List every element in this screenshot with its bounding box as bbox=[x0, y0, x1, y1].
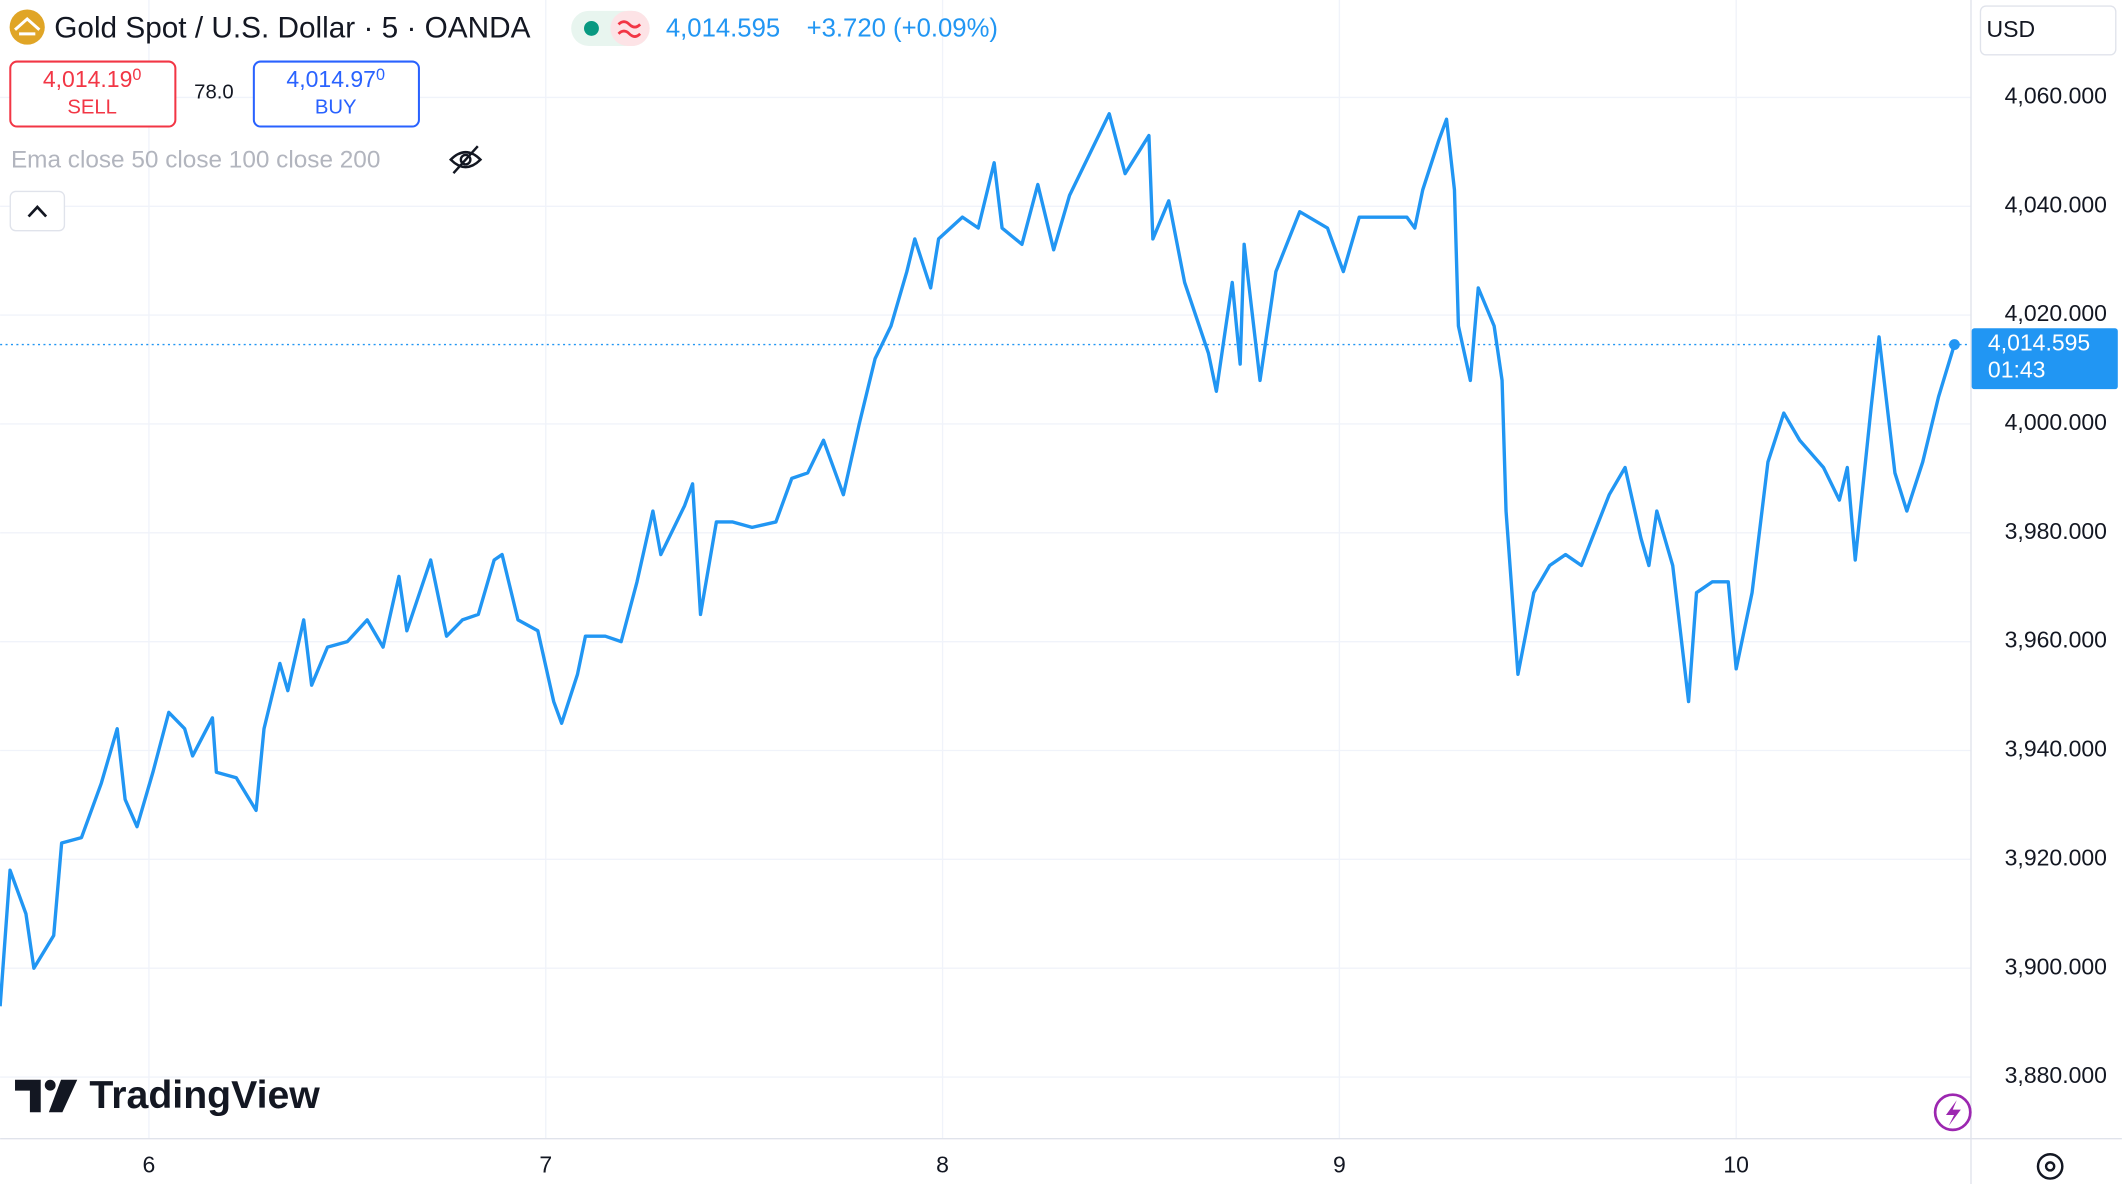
y-tick-label: 3,980.000 bbox=[2005, 518, 2107, 544]
brand-name: TradingView bbox=[89, 1073, 320, 1117]
eye-pupil bbox=[459, 153, 472, 166]
last-price: 4,014.595 bbox=[666, 15, 780, 43]
sell-price-main: 4,014.19 bbox=[43, 66, 133, 92]
sell-label: SELL bbox=[67, 97, 117, 119]
currency-label: USD bbox=[1987, 16, 2036, 42]
settings-button[interactable] bbox=[2036, 1153, 2064, 1180]
sell-price: 4,014.190 bbox=[43, 66, 142, 92]
brand-logo-seven bbox=[15, 1079, 41, 1113]
price-change: +3.720 (+0.09%) bbox=[807, 15, 998, 43]
y-tick-label: 3,880.000 bbox=[2005, 1062, 2107, 1088]
lightning-icon bbox=[1945, 1100, 1961, 1126]
x-tick-label: 9 bbox=[1333, 1151, 1346, 1177]
y-tick-label: 3,940.000 bbox=[2005, 736, 2107, 762]
symbol-logo-mark bbox=[14, 16, 41, 36]
buy-label: BUY bbox=[315, 97, 357, 119]
market-open-dot bbox=[584, 20, 599, 36]
current-price-tag bbox=[1971, 328, 2118, 390]
brand-logo bbox=[15, 1079, 78, 1113]
spread: 78.0 bbox=[194, 82, 233, 104]
symbol-title: Gold Spot / U.S. Dollar · 5 · OANDA bbox=[54, 12, 530, 45]
brand-logo-dot bbox=[44, 1079, 56, 1091]
sell-button[interactable] bbox=[9, 60, 177, 128]
eye-slash bbox=[452, 145, 479, 175]
plot bbox=[0, 112, 1960, 1007]
current-price-tag-label: 4,014.595 bbox=[1988, 330, 2090, 356]
collapse-button[interactable] bbox=[9, 190, 66, 232]
x-tick-label: 7 bbox=[539, 1151, 552, 1177]
axes: 3,880.000 3,900.000 3,920.000 3,940.000 3,96… bbox=[143, 82, 2118, 1177]
buy-price-main: 4,014.97 bbox=[286, 66, 376, 92]
y-tick-label: 4,000.000 bbox=[2005, 409, 2107, 435]
buy-price: 4,014.970 bbox=[286, 66, 385, 92]
indicator-legend: Ema close 50 close 100 close 200 bbox=[11, 146, 380, 173]
sell-price-sup: 0 bbox=[132, 66, 141, 84]
last-point bbox=[1949, 339, 1960, 350]
y-tick-label: 4,060.000 bbox=[2005, 82, 2107, 108]
settings-center bbox=[2044, 1161, 2056, 1172]
grid bbox=[0, 0, 1971, 1138]
hide-indicator-icon[interactable] bbox=[449, 145, 483, 175]
x-tick-label: 6 bbox=[143, 1151, 156, 1177]
symbol-logo bbox=[9, 9, 45, 45]
delayed-icon bbox=[617, 20, 642, 38]
buy-button[interactable] bbox=[252, 60, 420, 128]
status-pill-right bbox=[610, 10, 650, 47]
y-tick-label: 4,040.000 bbox=[2005, 191, 2107, 217]
brand-logo-slash bbox=[48, 1079, 78, 1113]
collapse-chevron bbox=[27, 205, 48, 218]
buy-price-sup: 0 bbox=[376, 66, 385, 84]
price-line bbox=[0, 112, 1957, 1007]
countdown-label: 01:43 bbox=[1988, 357, 2046, 383]
y-tick-label: 4,020.000 bbox=[2005, 300, 2107, 326]
y-tick-label: 3,900.000 bbox=[2005, 953, 2107, 979]
x-tick-label: 8 bbox=[936, 1151, 949, 1177]
y-tick-label: 3,960.000 bbox=[2005, 627, 2107, 653]
y-tick-label: 3,920.000 bbox=[2005, 844, 2107, 870]
currency-button[interactable] bbox=[1979, 5, 2117, 56]
x-tick-label: 10 bbox=[1723, 1151, 1749, 1177]
